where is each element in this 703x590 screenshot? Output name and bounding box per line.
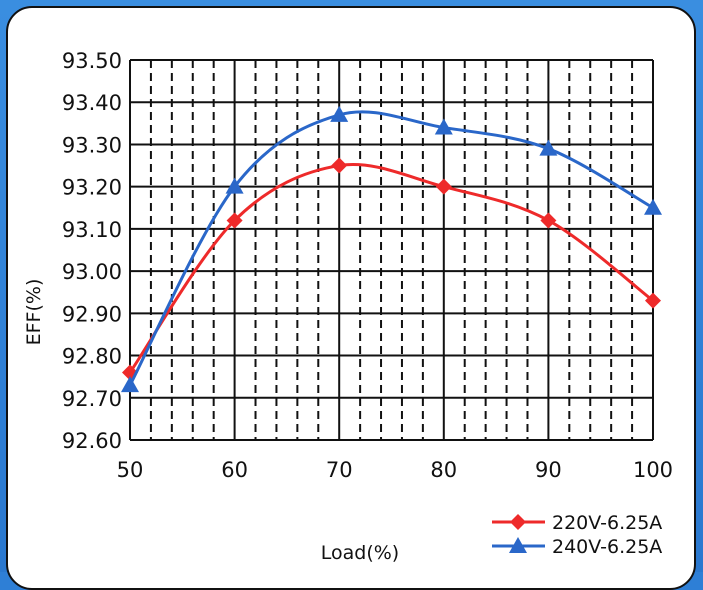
x-tick-labels: 50 60 70 80 90 100 — [117, 458, 673, 482]
legend-marker — [510, 514, 526, 530]
data-point-240V-6.25A — [225, 177, 244, 194]
data-point-220V-6.25A — [540, 212, 557, 229]
data-point-220V-6.25A — [331, 157, 348, 174]
y-tick-label: 93.50 — [62, 49, 122, 73]
grid — [129, 59, 654, 441]
y-tick-label: 93.00 — [62, 260, 122, 284]
data-point-240V-6.25A — [434, 118, 453, 135]
data-point-220V-6.25A — [435, 178, 452, 195]
x-tick-label: 60 — [221, 458, 248, 482]
x-tick-label: 90 — [535, 458, 562, 482]
y-tick-label: 93.30 — [62, 133, 122, 157]
y-tick-label: 92.60 — [62, 429, 122, 453]
legend-label: 220V-6.25A — [552, 512, 662, 534]
x-tick-label: 70 — [326, 458, 353, 482]
x-tick-label: 100 — [633, 458, 673, 482]
y-tick-label: 92.90 — [62, 302, 122, 326]
y-tick-labels: 93.50 93.40 93.30 93.20 93.10 93.00 92.90 92.80… — [62, 49, 122, 453]
legend-marker — [509, 537, 527, 553]
legend-label: 240V-6.25A — [552, 536, 662, 558]
data-point-240V-6.25A — [330, 105, 349, 122]
data-point-240V-6.25A — [539, 139, 558, 156]
chart-card — [6, 6, 696, 590]
data-point-240V-6.25A — [644, 198, 662, 215]
y-tick-label: 93.10 — [62, 218, 122, 242]
data-point-220V-6.25A — [226, 212, 243, 229]
data-point-220V-6.25A — [645, 292, 661, 309]
y-tick-label: 92.80 — [62, 345, 122, 369]
y-tick-label: 93.40 — [62, 91, 122, 115]
series-lines — [121, 105, 662, 393]
x-tick-label: 80 — [430, 458, 457, 482]
y-axis-title: EFF(%) — [23, 279, 45, 346]
efficiency-chart: 93.50 93.40 93.30 93.20 93.10 93.00 92.90 92.80… — [23, 49, 673, 564]
x-tick-label: 50 — [117, 458, 144, 482]
x-axis-title: Load(%) — [321, 542, 399, 564]
series-line-220V-6.25A — [128, 163, 654, 374]
series-line-240V-6.25A — [128, 110, 654, 386]
y-tick-label: 92.70 — [62, 387, 122, 411]
data-point-240V-6.25A — [121, 376, 139, 393]
y-tick-label: 93.20 — [62, 176, 122, 200]
